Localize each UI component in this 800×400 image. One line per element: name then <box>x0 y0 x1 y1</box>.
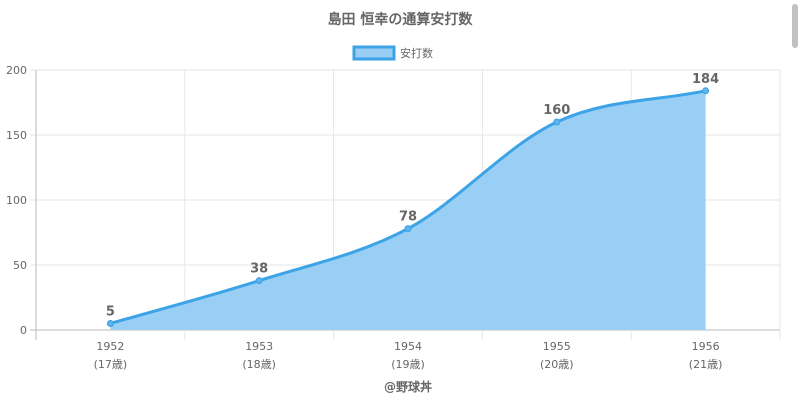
data-point[interactable] <box>702 87 710 95</box>
y-axis: 0 50 100 150 200 <box>6 64 27 337</box>
data-point[interactable] <box>404 225 412 233</box>
x-tick-label: 1953 <box>245 340 273 353</box>
x-tick-sublabel: (18歳) <box>242 358 276 371</box>
x-tick-label: 1952 <box>96 340 124 353</box>
x-tick-label: 1954 <box>394 340 422 353</box>
data-label: 184 <box>692 72 719 87</box>
data-labels: 5 38 78 160 184 <box>106 72 719 320</box>
y-tick-label: 50 <box>13 259 27 272</box>
data-point[interactable] <box>106 320 114 327</box>
data-point[interactable] <box>255 277 263 285</box>
legend-swatch <box>352 45 396 61</box>
y-tick-label: 0 <box>20 324 27 337</box>
x-tick-sublabel: (20歳) <box>540 358 574 371</box>
grid-lines <box>30 69 781 340</box>
data-point[interactable] <box>553 118 561 126</box>
y-tick-label: 100 <box>6 194 27 207</box>
series-area <box>110 90 706 330</box>
x-tick-label: 1955 <box>543 340 571 353</box>
data-label: 78 <box>399 210 417 225</box>
credit: @野球丼 <box>384 379 432 394</box>
x-tick-sublabel: (17歳) <box>94 358 128 371</box>
x-tick-label: 1956 <box>692 340 720 353</box>
scrollbar[interactable] <box>790 0 800 50</box>
y-tick-label: 150 <box>6 129 27 142</box>
x-axis: 1952 (17歳) 1953 (18歳) 1954 (19歳) 1955 (20歳) 1956… <box>94 340 723 371</box>
legend-label: 安打数 <box>400 46 433 60</box>
data-label: 160 <box>543 103 570 118</box>
x-tick-sublabel: (19歳) <box>391 358 425 371</box>
data-label: 38 <box>250 262 268 277</box>
chart-title: 島田 恒幸の通算安打数 <box>328 11 474 28</box>
data-label: 5 <box>106 305 115 320</box>
plot-area <box>106 87 710 330</box>
x-tick-sublabel: (21歳) <box>689 358 723 371</box>
y-tick-label: 200 <box>6 64 27 77</box>
legend[interactable]: 安打数 <box>352 45 433 61</box>
scrollbar-thumb[interactable] <box>792 4 798 48</box>
